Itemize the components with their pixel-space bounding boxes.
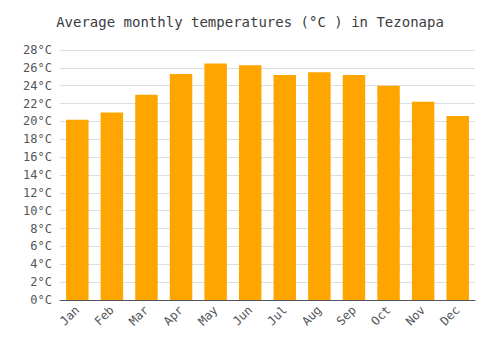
svg-text:12°C: 12°C xyxy=(23,186,52,200)
svg-text:0°C: 0°C xyxy=(30,293,52,307)
svg-text:Oct: Oct xyxy=(368,303,393,328)
svg-text:10°C: 10°C xyxy=(23,204,52,218)
svg-text:2°C: 2°C xyxy=(30,275,52,289)
svg-text:20°C: 20°C xyxy=(23,114,52,128)
svg-text:26°C: 26°C xyxy=(23,61,52,75)
svg-text:Apr: Apr xyxy=(161,303,186,328)
svg-text:Mar: Mar xyxy=(126,303,151,328)
svg-text:4°C: 4°C xyxy=(30,257,52,271)
svg-text:18°C: 18°C xyxy=(23,132,52,146)
svg-text:28°C: 28°C xyxy=(23,43,52,57)
svg-text:Dec: Dec xyxy=(437,303,462,328)
svg-text:8°C: 8°C xyxy=(30,222,52,236)
svg-text:Jun: Jun xyxy=(230,303,255,328)
svg-text:Sep: Sep xyxy=(334,303,359,328)
svg-text:16°C: 16°C xyxy=(23,150,52,164)
svg-text:14°C: 14°C xyxy=(23,168,52,182)
svg-text:6°C: 6°C xyxy=(30,239,52,253)
svg-text:22°C: 22°C xyxy=(23,97,52,111)
svg-text:Feb: Feb xyxy=(92,303,117,328)
svg-text:Jan: Jan xyxy=(57,303,82,328)
svg-text:Nov: Nov xyxy=(403,303,428,328)
svg-text:Average monthly temperatures (: Average monthly temperatures (°C ) in Te… xyxy=(56,14,444,30)
svg-text:Jul: Jul xyxy=(265,303,290,328)
svg-text:Aug: Aug xyxy=(299,303,324,328)
svg-text:May: May xyxy=(195,303,220,328)
svg-text:24°C: 24°C xyxy=(23,79,52,93)
